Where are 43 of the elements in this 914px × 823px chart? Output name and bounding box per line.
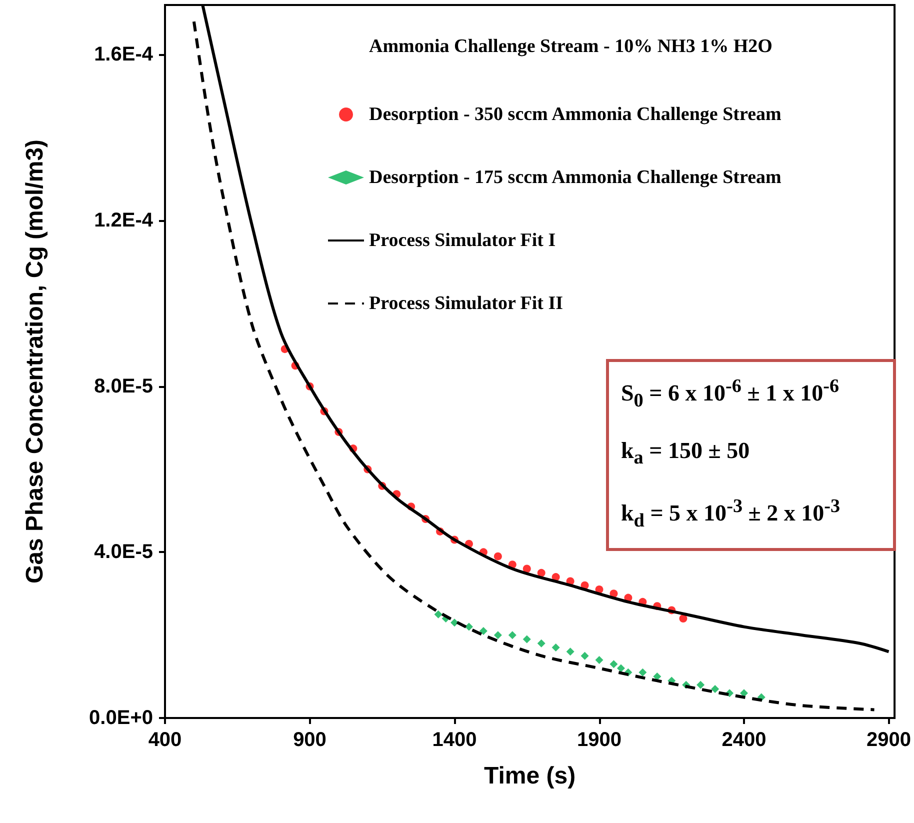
point [595,656,604,664]
annotation: k$_{a}$ = 150 ± 50 [621,438,751,470]
x-tick-label: 900 [293,729,326,751]
point [679,614,688,623]
legend-label: Process Simulator Fit I [369,230,556,251]
annotation: k$_{d}$ = 5 x 10$^{-3}$ ± 2 x 10$^{-3}$ [621,496,842,532]
point [552,573,560,582]
y-tick-label: 8.0E-5 [94,375,153,398]
x-tick-label: 2900 [866,729,912,751]
y-axis-title: Gas Phase Concentration, Cg (mol/m3) [22,139,48,584]
x-tick-label: 400 [148,729,182,751]
legend-label: Process Simulator Fit II [369,293,564,314]
point [508,631,516,640]
x-tick-label: 1900 [577,729,622,751]
point [616,664,625,672]
y-tick-label: 1.2E-4 [94,210,154,232]
x-tick-label: 1400 [432,729,477,751]
point [450,618,458,627]
point [580,652,589,660]
point [464,622,473,631]
point [537,639,546,648]
x-axis-title: Time (s) [484,762,576,790]
y-tick-label: 4.0E-5 [94,541,153,564]
y-tick-label: 1.6E-4 [94,44,154,66]
x-tick-label: 2400 [722,729,766,751]
point [711,684,720,693]
point [552,644,560,652]
point [434,610,442,618]
point [566,648,574,656]
legend-label: Desorption - 350 sccm Ammonia Challenge Stream [369,104,782,125]
annotation: S$_{0}$ = 6 x 10$^{-6}$ ± 1 x 10$^{-6}$ [621,376,840,412]
point [494,552,502,560]
point [610,660,618,668]
point [638,668,647,676]
point [479,626,488,635]
point [696,680,705,689]
legend-title: Ammonia Challenge Stream - 10% NH3 1% H2O [369,36,772,58]
point [494,631,502,640]
y-tick-label: 0.0E+0 [89,707,153,729]
point [522,564,531,573]
point [522,635,531,644]
point [537,568,546,577]
legend-label: Desorption - 175 sccm Ammonia Challenge Stream [369,167,782,188]
